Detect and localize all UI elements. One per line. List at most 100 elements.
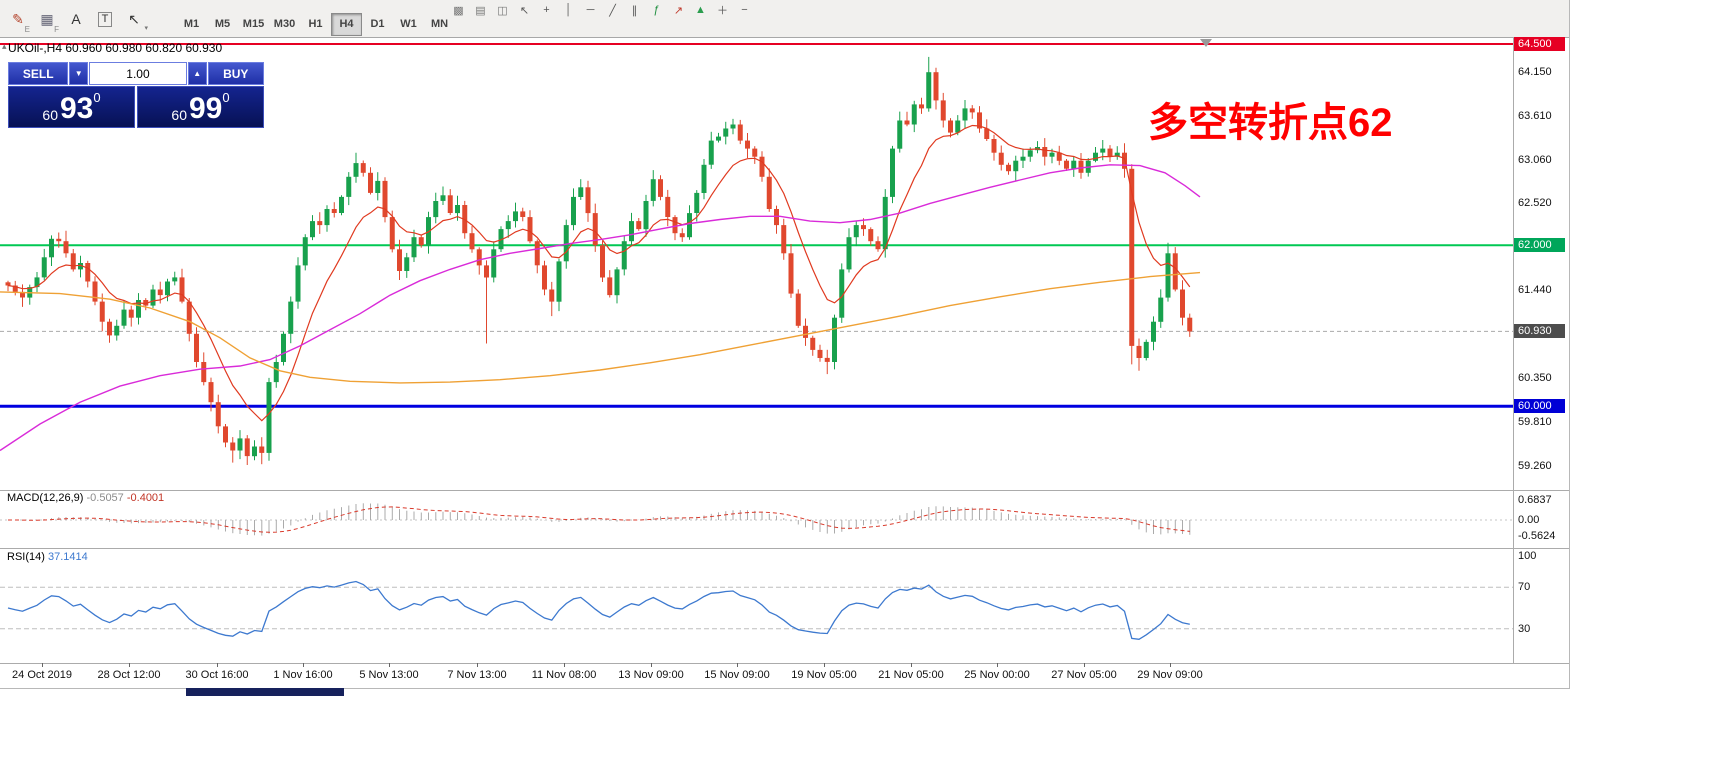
arrow-objects-icon[interactable]: ↗ <box>673 4 684 17</box>
zoom-in-icon[interactable]: ＋ <box>717 5 728 17</box>
buy-button[interactable]: BUY <box>207 62 264 85</box>
time-axis-label: 21 Nov 05:00 <box>878 669 944 681</box>
buy-price-display[interactable]: 60 99 0 <box>137 86 264 128</box>
tile-windows-icon[interactable]: ◫ <box>497 4 508 17</box>
fibonacci-icon[interactable]: ƒ <box>653 4 660 16</box>
sell-price-big: 93 <box>59 92 94 125</box>
price-level-badge: 62.000 <box>1514 238 1565 252</box>
indicators-icon[interactable]: ▲ <box>695 4 706 16</box>
rsi-scale-label: 70 <box>1518 581 1531 593</box>
main-chart-canvas[interactable] <box>0 37 1513 490</box>
mt4-window: ✎ E ▦ F A T ↖ ▾ M1 M5 M15 M30 H1 H4 D1 W1 MN ▩ ▤ ◫ ↖ + │ ─ ╱ ∥ ƒ… <box>0 0 1570 689</box>
chart-objects-icon[interactable]: ✎ E <box>12 10 30 35</box>
collapse-panel-arrow[interactable]: ▴ <box>2 41 7 51</box>
price-scale-label: 63.060 <box>1518 154 1552 166</box>
time-axis-label: 24 Oct 2019 <box>12 669 72 681</box>
sell-price-sup: 0 <box>93 90 101 105</box>
vertical-line-icon[interactable]: │ <box>565 4 572 16</box>
time-axis-tick <box>911 663 912 667</box>
sell-price-display[interactable]: 60 93 0 <box>8 86 135 128</box>
font-tool-icon[interactable]: A <box>71 11 81 27</box>
text-tool-icon[interactable]: T <box>91 3 119 35</box>
time-axis-tick <box>129 663 130 667</box>
time-axis-tick <box>217 663 218 667</box>
rsi-name: RSI(14) <box>7 551 45 563</box>
chart-profiles-icon[interactable]: ▤ <box>475 4 486 17</box>
volume-up-button[interactable]: ▲ <box>187 62 207 85</box>
macd-scale-label: 0.6837 <box>1518 494 1552 506</box>
taskbar-fragment <box>186 688 344 696</box>
symbol-ohlc-label: UKOil-,H4 60.960 60.980 60.820 60.930 <box>8 41 223 55</box>
macd-value-main: -0.5057 <box>86 492 124 504</box>
new-chart-icon[interactable]: ▩ <box>453 4 464 17</box>
volume-down-button[interactable]: ▼ <box>69 62 88 85</box>
toolbar: ✎ E ▦ F A T ↖ ▾ M1 M5 M15 M30 H1 H4 D1 W1 MN ▩ ▤ ◫ ↖ + │ ─ ╱ ∥ ƒ… <box>0 0 1569 38</box>
timeframe-w1[interactable]: W1 <box>400 18 417 30</box>
timeframe-m15[interactable]: M15 <box>242 18 265 30</box>
price-scale-label: 60.350 <box>1518 372 1552 384</box>
chart-text-annotation: 多空转折点62 <box>1148 101 1393 145</box>
timeframe-m30[interactable]: M30 <box>273 18 296 30</box>
one-click-row-prices: 60 93 0 60 99 0 <box>8 86 264 128</box>
sell-price-prefix: 60 <box>42 107 58 123</box>
time-axis-tick <box>824 663 825 667</box>
time-axis-tick <box>1170 663 1171 667</box>
timeframe-h1[interactable]: H1 <box>308 18 323 30</box>
time-axis-tick <box>303 663 304 667</box>
timeframe-mn[interactable]: MN <box>430 18 449 30</box>
price-scale-separator <box>1513 37 1514 663</box>
zoom-out-icon[interactable]: − <box>741 4 748 16</box>
rsi-scale-label: 100 <box>1518 550 1537 562</box>
volume-input[interactable] <box>88 62 187 85</box>
time-axis-tick <box>737 663 738 667</box>
time-axis-tick <box>651 663 652 667</box>
grid-icon[interactable]: ▦ F <box>40 10 59 35</box>
toolbar-standard-group: ▩ ▤ ◫ ↖ + │ ─ ╱ ∥ ƒ ↗ ▲ ＋ − <box>448 1 756 19</box>
buy-price-big: 99 <box>188 92 223 125</box>
one-click-row-top: SELL ▼ ▲ BUY <box>8 62 264 85</box>
time-axis-label: 7 Nov 13:00 <box>447 669 507 681</box>
price-scale-label: 62.520 <box>1518 197 1552 209</box>
time-axis-label: 15 Nov 09:00 <box>704 669 770 681</box>
rsi-label: RSI(14) 37.1414 <box>7 551 88 563</box>
toolbar-timeframes-group: M1 M5 M15 M30 H1 H4 D1 W1 MN <box>176 13 455 36</box>
time-axis-label: 29 Nov 09:00 <box>1137 669 1203 681</box>
sell-button[interactable]: SELL <box>8 62 69 85</box>
panel-separator <box>0 663 1569 664</box>
timeframe-m5[interactable]: M5 <box>214 18 231 30</box>
crosshair-icon[interactable]: + <box>543 4 550 16</box>
macd-scale-label: -0.5624 <box>1518 530 1556 542</box>
channel-icon[interactable]: ∥ <box>631 4 638 17</box>
time-axis-tick <box>42 663 43 667</box>
toolbar-drawing-group: ✎ E ▦ F A T ↖ ▾ <box>4 3 149 35</box>
time-axis-tick <box>564 663 565 667</box>
time-axis-label: 28 Oct 12:00 <box>97 669 161 681</box>
timeframe-m1[interactable]: M1 <box>183 18 200 30</box>
time-axis-label: 27 Nov 05:00 <box>1051 669 1117 681</box>
price-scale-label: 64.150 <box>1518 66 1552 78</box>
time-axis-label: 30 Oct 16:00 <box>185 669 249 681</box>
time-axis-label: 11 Nov 08:00 <box>531 669 597 681</box>
rsi-scale-label: 30 <box>1518 623 1531 635</box>
time-axis-label: 1 Nov 16:00 <box>273 669 333 681</box>
macd-name: MACD(12,26,9) <box>7 492 84 504</box>
time-axis-label: 19 Nov 05:00 <box>791 669 857 681</box>
timeframe-h4[interactable]: H4 <box>331 13 362 36</box>
macd-panel-canvas[interactable] <box>0 490 1513 548</box>
cursor-icon[interactable]: ↖ <box>519 4 530 17</box>
time-axis-tick <box>389 663 390 667</box>
time-axis-label: 5 Nov 13:00 <box>359 669 419 681</box>
price-scale-label: 63.610 <box>1518 110 1552 122</box>
trendline-icon[interactable]: ╱ <box>609 4 616 17</box>
time-axis-label: 25 Nov 00:00 <box>964 669 1030 681</box>
price-scale-label: 61.440 <box>1518 284 1552 296</box>
one-click-trading-panel: SELL ▼ ▲ BUY 60 93 0 60 99 0 <box>8 62 264 128</box>
time-axis-tick <box>1084 663 1085 667</box>
time-axis-tick <box>997 663 998 667</box>
timeframe-d1[interactable]: D1 <box>370 18 385 30</box>
cursor-tool-icon[interactable]: ↖ ▾ <box>128 10 148 33</box>
rsi-value: 37.1414 <box>47 551 88 563</box>
rsi-panel-canvas[interactable] <box>0 548 1513 663</box>
horizontal-line-icon[interactable]: ─ <box>586 4 595 16</box>
